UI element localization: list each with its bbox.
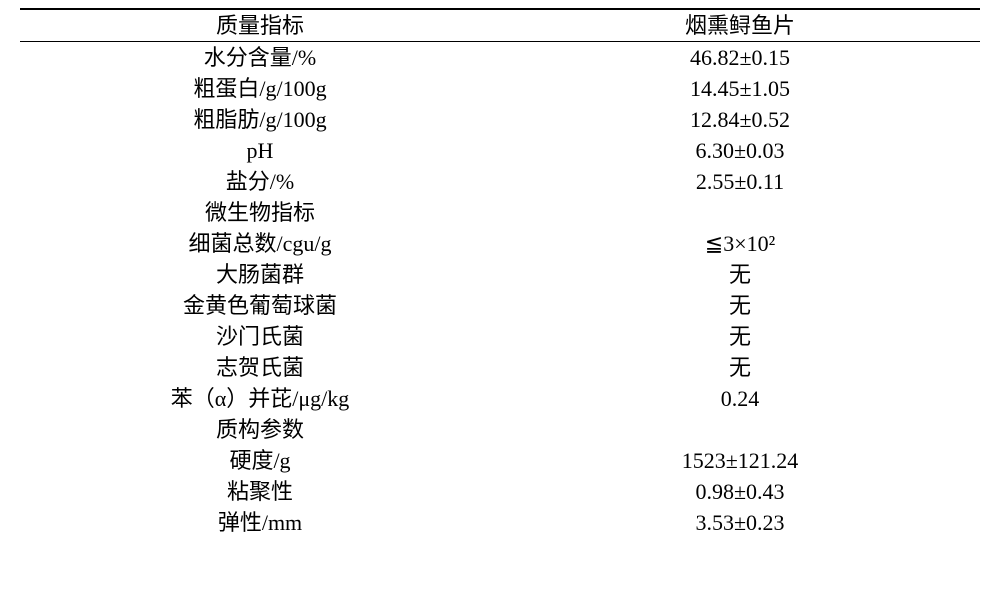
row-label: 大肠菌群: [20, 264, 500, 286]
row-label: 金黄色葡萄球菌: [20, 295, 500, 317]
row-value: 0.98±0.43: [500, 481, 980, 503]
row-label: 沙门氏菌: [20, 326, 500, 348]
table-row: 质构参数: [20, 414, 980, 445]
row-label: 粗脂肪/g/100g: [20, 109, 500, 131]
table-row: 粗蛋白/g/100g 14.45±1.05: [20, 73, 980, 104]
row-value: [500, 419, 980, 441]
row-label: 微生物指标: [20, 202, 500, 224]
row-value: 1523±121.24: [500, 450, 980, 472]
row-label: 盐分/%: [20, 171, 500, 193]
table-row: 沙门氏菌 无: [20, 321, 980, 352]
table-row: 微生物指标: [20, 197, 980, 228]
row-value: 0.24: [500, 388, 980, 410]
row-label: 硬度/g: [20, 450, 500, 472]
row-label: 志贺氏菌: [20, 357, 500, 379]
table-row: 盐分/% 2.55±0.11: [20, 166, 980, 197]
row-label: 质构参数: [20, 419, 500, 441]
row-value: 6.30±0.03: [500, 140, 980, 162]
header-value: 烟熏鲟鱼片: [500, 15, 980, 37]
row-value: ≦3×10²: [500, 233, 980, 255]
row-value: 无: [500, 264, 980, 286]
table-row: 大肠菌群 无: [20, 259, 980, 290]
row-value: 2.55±0.11: [500, 171, 980, 193]
table-row: 苯（α）并芘/μg/kg 0.24: [20, 383, 980, 414]
row-label: 弹性/mm: [20, 512, 500, 534]
row-value: 46.82±0.15: [500, 47, 980, 69]
table-row: 粘聚性 0.98±0.43: [20, 476, 980, 507]
row-value: 无: [500, 295, 980, 317]
row-value: 14.45±1.05: [500, 78, 980, 100]
quality-table: 质量指标 烟熏鲟鱼片 水分含量/% 46.82±0.15 粗蛋白/g/100g …: [20, 8, 980, 538]
row-label: pH: [20, 140, 500, 162]
table-row: 粗脂肪/g/100g 12.84±0.52: [20, 104, 980, 135]
row-value: [500, 202, 980, 224]
row-label: 苯（α）并芘/μg/kg: [20, 388, 500, 410]
row-value: 12.84±0.52: [500, 109, 980, 131]
table-row: 硬度/g 1523±121.24: [20, 445, 980, 476]
table-header-row: 质量指标 烟熏鲟鱼片: [20, 10, 980, 41]
row-label: 粘聚性: [20, 481, 500, 503]
table-row: 弹性/mm 3.53±0.23: [20, 507, 980, 538]
table-row: 金黄色葡萄球菌 无: [20, 290, 980, 321]
row-label: 水分含量/%: [20, 47, 500, 69]
row-value: 无: [500, 357, 980, 379]
table-row: pH 6.30±0.03: [20, 135, 980, 166]
row-value: 无: [500, 326, 980, 348]
row-label: 细菌总数/cgu/g: [20, 233, 500, 255]
row-label: 粗蛋白/g/100g: [20, 78, 500, 100]
table-row: 水分含量/% 46.82±0.15: [20, 42, 980, 73]
table-row: 志贺氏菌 无: [20, 352, 980, 383]
table-row: 细菌总数/cgu/g ≦3×10²: [20, 228, 980, 259]
row-value: 3.53±0.23: [500, 512, 980, 534]
header-label: 质量指标: [20, 15, 500, 37]
